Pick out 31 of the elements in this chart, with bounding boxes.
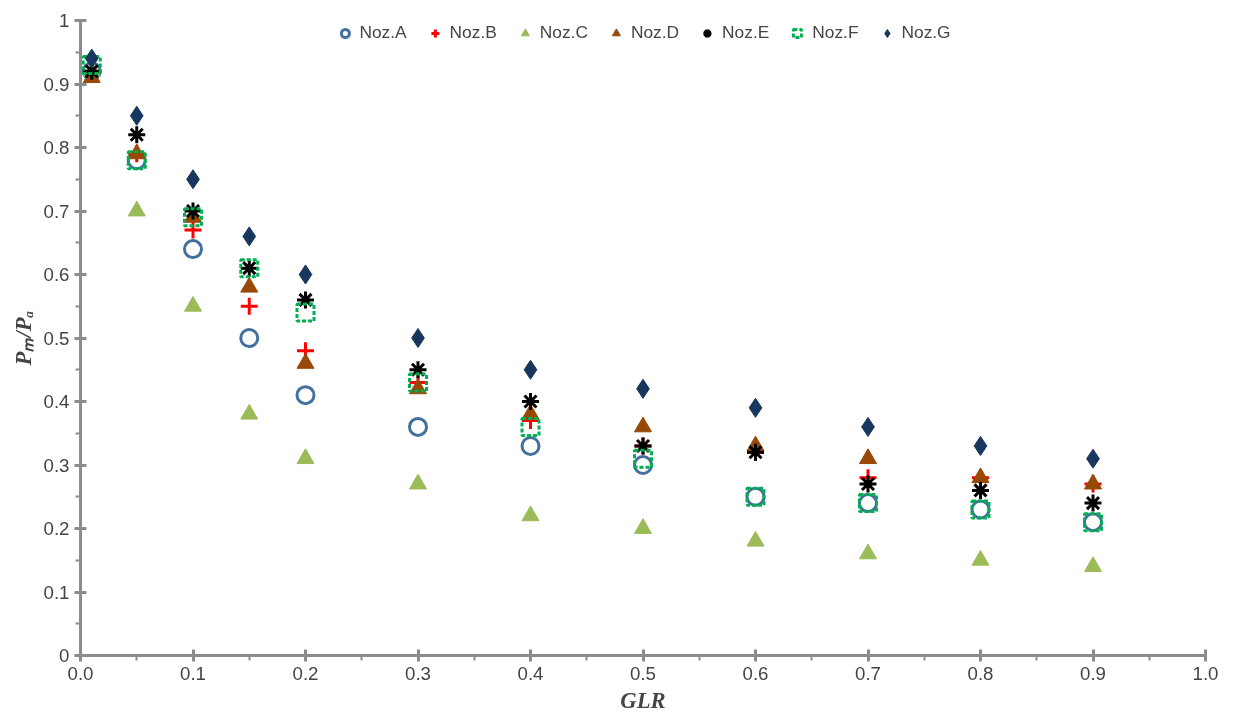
- y-tick-label: 0.8: [43, 137, 70, 158]
- x-tick-label: 0.8: [967, 662, 994, 684]
- y-tick-label: 0.4: [43, 391, 70, 412]
- legend-label: Noz.A: [359, 22, 407, 43]
- x-tick-label: 0.7: [855, 662, 881, 684]
- x-tick-label: 0.3: [405, 662, 431, 684]
- legend-label: Noz.B: [449, 22, 497, 43]
- x-tick-label: 0.0: [67, 662, 94, 684]
- y-tick-label: 0.9: [43, 73, 70, 95]
- x-tick-label: 0.6: [742, 662, 769, 684]
- legend-label: Noz.C: [539, 22, 588, 43]
- y-tick-label: 0.5: [43, 327, 70, 349]
- y-tick-label: 0.3: [43, 454, 70, 476]
- x-axis-title: GLR: [620, 687, 666, 713]
- x-tick-label: 0.5: [630, 662, 656, 684]
- y-axis-title: Pₘ/Pₐ: [10, 310, 36, 367]
- y-tick-label: 0.2: [43, 518, 70, 539]
- x-tick-label: 0.4: [517, 662, 544, 684]
- y-tick-label: 0.1: [43, 581, 70, 603]
- legend-label: Noz.G: [901, 22, 951, 43]
- x-tick-label: 0.9: [1080, 662, 1106, 684]
- legend-label: Noz.F: [812, 22, 859, 43]
- x-tick-label: 0.2: [292, 662, 319, 684]
- x-tick-label: 0.1: [180, 662, 206, 684]
- y-tick-label: 0.6: [43, 264, 70, 285]
- y-tick-label: 1: [59, 10, 70, 31]
- y-tick-label: 0.7: [43, 200, 70, 222]
- x-tick-label: 1.0: [1192, 662, 1219, 684]
- legend-label: Noz.D: [630, 22, 680, 43]
- legend-label: Noz.E: [722, 22, 770, 43]
- y-tick-label: 0: [59, 645, 70, 666]
